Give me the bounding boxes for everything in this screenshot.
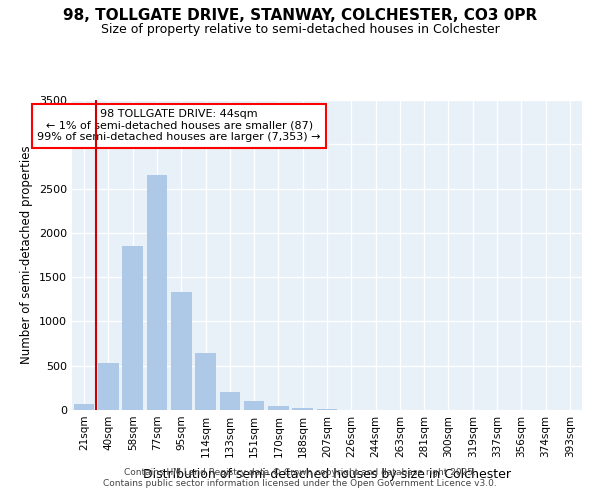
X-axis label: Distribution of semi-detached houses by size in Colchester: Distribution of semi-detached houses by … <box>143 468 511 481</box>
Text: 98 TOLLGATE DRIVE: 44sqm
← 1% of semi-detached houses are smaller (87)
99% of se: 98 TOLLGATE DRIVE: 44sqm ← 1% of semi-de… <box>37 110 321 142</box>
Bar <box>244 401 265 410</box>
Bar <box>74 404 94 410</box>
Bar <box>317 409 337 410</box>
Bar <box>122 246 143 410</box>
Bar <box>195 354 216 410</box>
Text: 98, TOLLGATE DRIVE, STANWAY, COLCHESTER, CO3 0PR: 98, TOLLGATE DRIVE, STANWAY, COLCHESTER,… <box>63 8 537 22</box>
Bar <box>220 392 240 410</box>
Bar <box>171 292 191 410</box>
Text: Size of property relative to semi-detached houses in Colchester: Size of property relative to semi-detach… <box>101 22 499 36</box>
Bar <box>292 408 313 410</box>
Bar <box>146 176 167 410</box>
Text: Contains HM Land Registry data © Crown copyright and database right 2025.
Contai: Contains HM Land Registry data © Crown c… <box>103 468 497 487</box>
Y-axis label: Number of semi-detached properties: Number of semi-detached properties <box>20 146 34 364</box>
Bar <box>268 406 289 410</box>
Bar <box>98 363 119 410</box>
